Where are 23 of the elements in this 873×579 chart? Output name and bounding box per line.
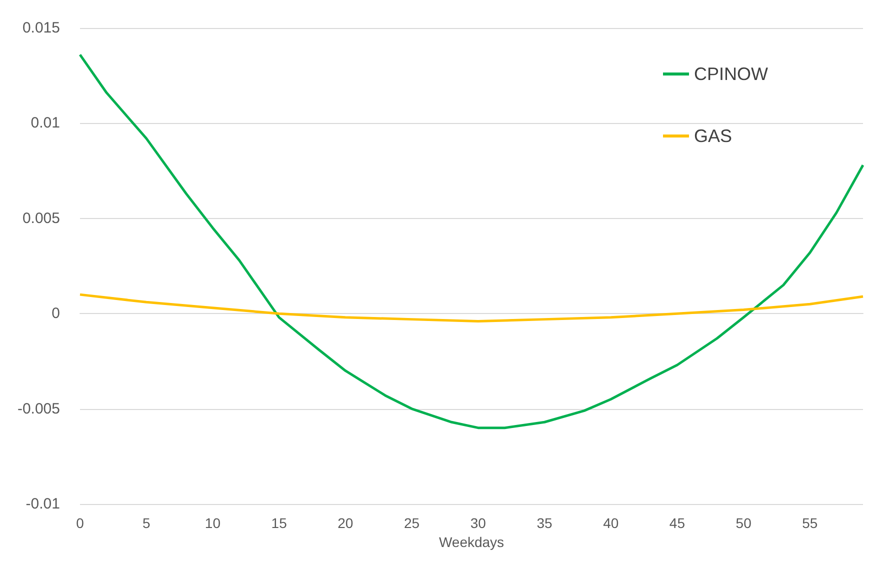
legend-label: GAS [694, 126, 732, 146]
x-tick-label: 5 [142, 515, 150, 531]
y-tick-label: 0.01 [30, 114, 60, 132]
x-tick-label: 35 [536, 515, 552, 531]
y-tick-label: -0.01 [26, 496, 60, 512]
x-axis-title: Weekdays [438, 534, 504, 550]
line-series [78, 53, 864, 430]
y-tick-label: 0.005 [22, 210, 60, 227]
x-tick-label: 0 [76, 515, 84, 531]
x-tick-label: 10 [204, 515, 221, 531]
y-tick-label: 0 [52, 305, 60, 322]
y-tick-label: -0.005 [17, 400, 60, 418]
y-tick-label: 0.015 [22, 20, 60, 36]
line-series [78, 293, 864, 322]
legend-label: CPINOW [694, 64, 768, 84]
x-tick-label: 40 [603, 515, 619, 531]
x-tick-label: 55 [802, 515, 818, 531]
x-tick-label: 15 [271, 515, 288, 531]
x-tick-label: 20 [338, 515, 354, 531]
x-tick-label: 30 [470, 515, 486, 531]
x-tick-label: 45 [669, 515, 686, 531]
x-tick-label: 25 [404, 515, 420, 531]
x-tick-label: 50 [736, 515, 752, 531]
